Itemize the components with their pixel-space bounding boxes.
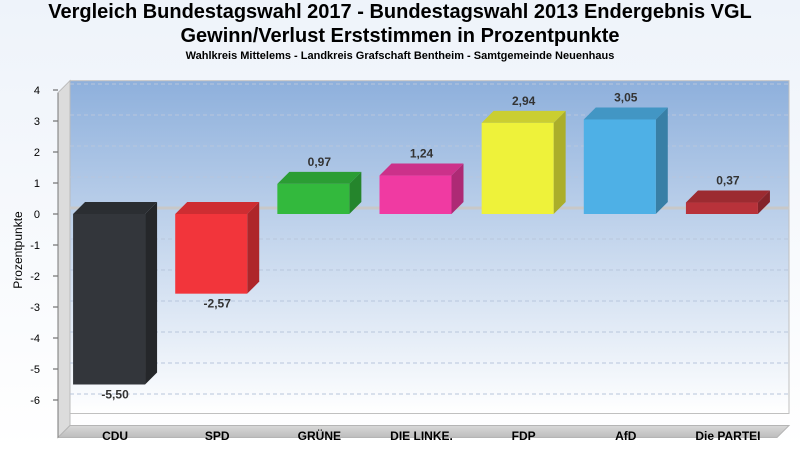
bar-side [247,202,260,294]
bar-afd [583,107,668,214]
x-category-label: DIE LINKE. [390,429,453,443]
bar-front [481,122,554,214]
y-tick-label: -4 [30,333,40,345]
x-category-label: GRÜNE [298,428,341,443]
bar-front [583,119,656,214]
bar-front [175,214,248,294]
bar-side [553,110,566,214]
bar-top [481,110,566,123]
data-label: 3,05 [614,90,638,104]
bar-front [685,202,758,214]
data-label: 0,37 [716,174,740,188]
x-category-label: CDU [102,429,128,443]
chart-title-line2: Gewinn/Verlust Erststimmen in Prozentpun… [180,25,620,47]
y-axis: 4 3 2 1 0 -1 -2 -3 -4 -5 -6 [30,85,59,438]
chart-subtitle: Wahlkreis Mittelems - Landkreis Grafscha… [185,50,615,62]
y-tick-label: -5 [30,364,40,376]
labels: -5,50 CDU -2,57 SPD 0,97 GRÜNE 1,24 DIE LINKE. 2… [101,90,760,443]
data-label: 1,24 [410,147,434,161]
y-axis-label: Prozentpunkte [11,211,25,289]
plot-floor [56,425,791,438]
bar-top [583,107,668,120]
bar-top [277,171,362,184]
bar-front [379,175,452,214]
bar-side [655,107,668,214]
bar-top [379,163,464,176]
y-tick-label: -3 [30,302,40,314]
data-label: -5,50 [101,388,129,402]
y-tick-label: 4 [34,85,40,97]
x-category-label: AfD [615,429,637,443]
bar-fdp [481,110,566,214]
y-tick-label: -6 [30,395,40,407]
y-tick-label: 1 [34,178,40,190]
plot-area [56,79,791,439]
bar-cdu [73,202,158,385]
data-label: 2,94 [512,94,536,108]
bar-front [73,214,146,385]
y-tick-label: -1 [30,240,40,252]
plot-side-wall [57,79,71,439]
bar-spd [175,202,260,294]
bar-front [277,183,350,214]
y-tick-label: 2 [34,147,40,159]
bar-side [145,202,158,385]
x-category-label: FDP [512,429,536,443]
bar-side [757,190,770,214]
bar-top [175,202,260,214]
x-category-label: SPD [205,429,230,443]
bars [73,107,770,385]
y-tick-label: 0 [34,209,40,221]
bar-side [349,171,362,214]
x-category-label: Die PARTEI [695,429,760,443]
bar-side [451,163,464,214]
bar-top [685,190,770,203]
y-tick-label: -2 [30,271,40,283]
data-label: 0,97 [308,155,332,169]
chart-title-block: Vergleich Bundestagswahl 2017 - Bundesta… [0,0,800,62]
bar-die-partei [685,190,770,214]
bar-die-linke- [379,163,464,214]
chart-title-line1: Vergleich Bundestagswahl 2017 - Bundesta… [48,1,752,23]
bar-top [73,202,158,214]
y-tick-label: 3 [34,116,40,128]
data-label: -2,57 [204,297,232,311]
bar-grüne [277,171,362,214]
